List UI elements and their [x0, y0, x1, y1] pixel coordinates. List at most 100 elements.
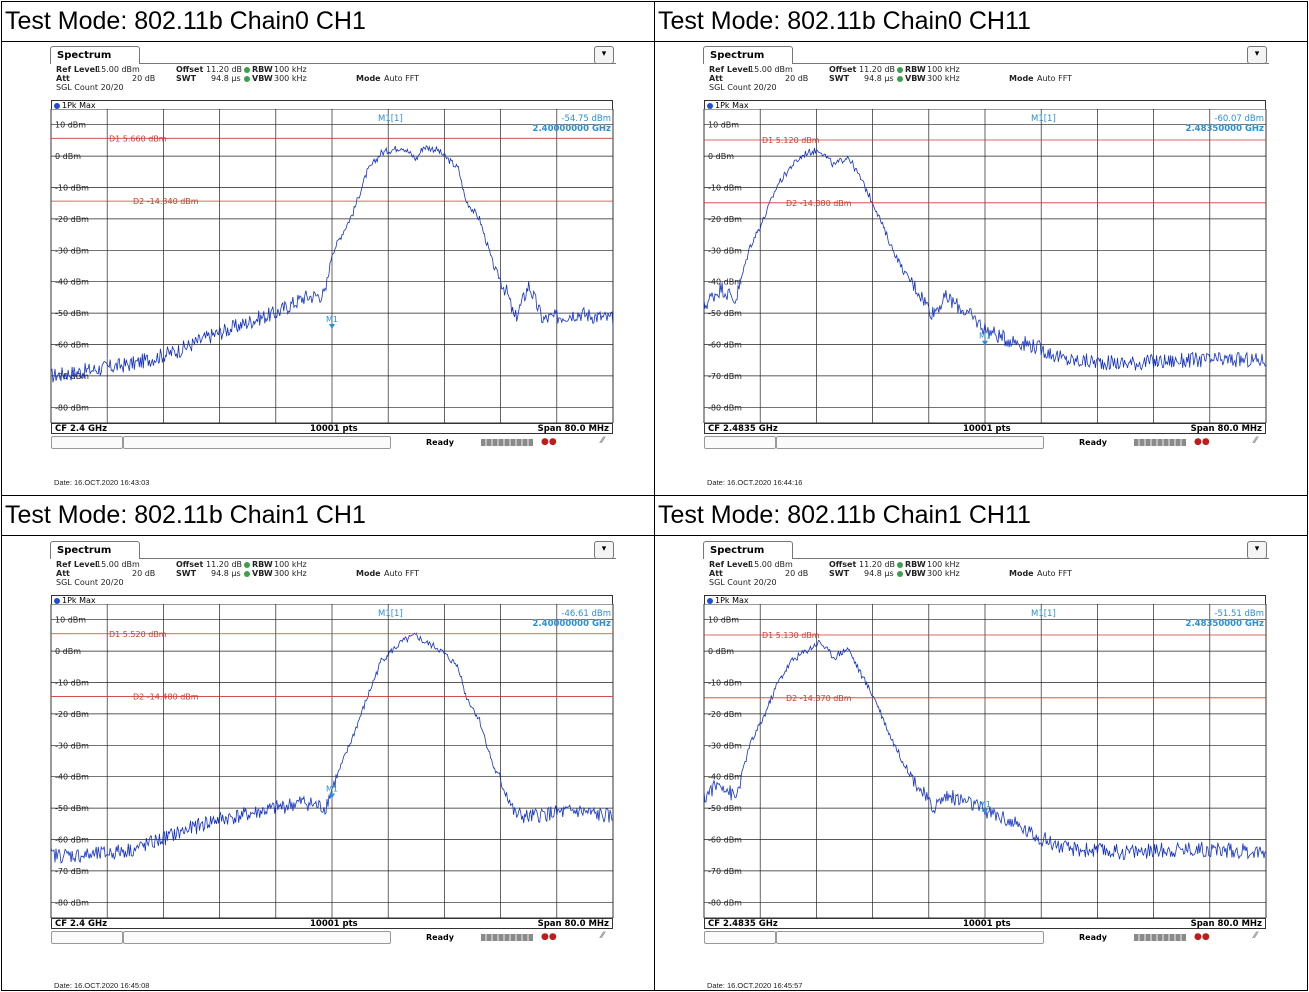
swt-value: 94.8 µs — [864, 74, 894, 83]
trace-header: 1Pk Max — [51, 595, 613, 605]
rbw-label: RBW — [252, 65, 273, 74]
offset-value: 11.20 dB — [859, 560, 896, 569]
ready-status: Ready — [426, 438, 454, 447]
tab-spectrum[interactable]: Spectrum — [703, 46, 793, 64]
status-field-2[interactable] — [776, 436, 1044, 449]
rs-logo-icon: ●● — [541, 437, 557, 447]
y-tick-label: -40 dBm — [55, 773, 89, 782]
tab-spectrum[interactable]: Spectrum — [50, 541, 140, 559]
status-bar: Ready ●● ⁄⁄ — [51, 931, 613, 945]
marker-label: M1 — [326, 315, 338, 324]
tab-divider — [140, 558, 616, 559]
resize-grip-icon[interactable]: ⁄⁄ — [1254, 931, 1258, 941]
swt-label: SWT — [829, 569, 850, 578]
status-field-1[interactable] — [704, 436, 776, 449]
test-mode-title: Test Mode: 802.11b Chain0 CH11 — [658, 7, 1031, 35]
y-tick-label: -20 dBm — [708, 710, 742, 719]
progress-bar — [481, 439, 533, 446]
progress-bar — [481, 934, 533, 941]
offset-label: Offset — [176, 65, 204, 74]
status-field-1[interactable] — [51, 931, 123, 944]
y-tick-label: -30 dBm — [708, 741, 742, 750]
trace-label: 1Pk Max — [62, 596, 96, 605]
resize-grip-icon[interactable]: ⁄⁄ — [601, 436, 605, 446]
trace-indicator-icon — [54, 597, 60, 604]
y-tick-label: -20 dBm — [708, 215, 742, 224]
display-line-label: D2 -14.480 dBm — [133, 693, 199, 702]
tab-spectrum[interactable]: Spectrum — [703, 541, 793, 559]
y-tick-label: -30 dBm — [55, 741, 89, 750]
trace-indicator-icon — [707, 102, 713, 109]
cell-title-bar — [2, 496, 654, 536]
att-label: Att — [709, 74, 723, 83]
tab-row: Spectrum ▾ — [701, 44, 1269, 64]
y-tick-label: 0 dBm — [55, 647, 81, 656]
spectrum-plot: 10 dBm 0 dBm -10 dBm -20 dBm -30 dBm -40 dBm -… — [50, 604, 614, 918]
status-field-1[interactable] — [51, 436, 123, 449]
status-field-2[interactable] — [123, 931, 391, 944]
status-field-2[interactable] — [123, 436, 391, 449]
coupled-indicator-icon — [897, 570, 903, 577]
trace-header: 1Pk Max — [704, 100, 1266, 110]
settings-icon[interactable]: ▾ — [1247, 541, 1267, 559]
status-field-1[interactable] — [704, 931, 776, 944]
marker-readout-frequency: 2.40000000 GHz — [533, 124, 612, 134]
resize-grip-icon[interactable]: ⁄⁄ — [1254, 436, 1258, 446]
trace-header: 1Pk Max — [51, 100, 613, 110]
marker-readout-level: -51.51 dBm — [1214, 609, 1264, 619]
swt-label: SWT — [176, 569, 197, 578]
sgl-count: SGL Count 20/20 — [709, 83, 777, 92]
vbw-value: 300 kHz — [274, 74, 307, 83]
att-value: 20 dB — [785, 569, 809, 578]
ref-level-label: Ref Level — [56, 560, 98, 569]
tab-divider — [140, 63, 616, 64]
rbw-value: 100 kHz — [927, 65, 960, 74]
ref-level-value: 15.00 dBm — [749, 560, 793, 569]
ref-level-value: 15.00 dBm — [96, 560, 140, 569]
capture-date: Date: 16.OCT.2020 16:45:57 — [707, 981, 803, 990]
ref-level-value: 15.00 dBm — [749, 65, 793, 74]
settings-icon[interactable]: ▾ — [594, 541, 614, 559]
mode-label: Mode — [1009, 569, 1034, 578]
spectrum-plot: 10 dBm 0 dBm -10 dBm -20 dBm -30 dBm -40 dBm -… — [703, 604, 1267, 918]
y-tick-label: -60 dBm — [708, 836, 742, 845]
test-mode-title: Test Mode: 802.11b Chain1 CH1 — [5, 501, 366, 529]
tab-spectrum[interactable]: Spectrum — [50, 46, 140, 64]
y-tick-label: -70 dBm — [55, 372, 89, 381]
y-tick-label: -60 dBm — [55, 836, 89, 845]
capture-date: Date: 16.OCT.2020 16:44:16 — [707, 478, 803, 487]
ready-status: Ready — [1079, 933, 1107, 942]
ref-level-label: Ref Level — [709, 560, 751, 569]
resize-grip-icon[interactable]: ⁄⁄ — [601, 931, 605, 941]
y-tick-label: -50 dBm — [708, 309, 742, 318]
tab-divider — [793, 558, 1269, 559]
att-value: 20 dB — [132, 569, 156, 578]
marker-readout-level: -54.75 dBm — [561, 114, 611, 124]
settings-icon[interactable]: ▾ — [1247, 46, 1267, 64]
center-frequency: CF 2.4835 GHz — [708, 919, 778, 929]
mode-label: Mode — [356, 74, 381, 83]
settings-icon[interactable]: ▾ — [594, 46, 614, 64]
ref-level-label: Ref Level — [709, 65, 751, 74]
y-tick-label: -50 dBm — [55, 804, 89, 813]
cell-title-bar — [655, 2, 1307, 42]
vbw-label: VBW — [905, 569, 926, 578]
span-value: Span 80.0 MHz — [537, 919, 609, 929]
offset-label: Offset — [829, 560, 857, 569]
y-tick-label: -40 dBm — [55, 278, 89, 287]
att-label: Att — [56, 74, 70, 83]
spectrum-screenshot: Spectrum ▾ Ref Level 15.00 dBm Offset 11… — [48, 539, 616, 990]
y-tick-label: -70 dBm — [708, 867, 742, 876]
offset-label: Offset — [176, 560, 204, 569]
y-tick-label: -70 dBm — [708, 372, 742, 381]
trace-header: 1Pk Max — [704, 595, 1266, 605]
coupled-indicator-icon — [244, 570, 250, 577]
y-tick-label: -20 dBm — [55, 215, 89, 224]
status-field-2[interactable] — [776, 931, 1044, 944]
result-cell: Test Mode: 802.11b Chain0 CH11 Spectrum … — [654, 1, 1308, 496]
marker-readout-frequency: 2.48350000 GHz — [1186, 619, 1265, 629]
y-tick-label: -80 dBm — [708, 403, 742, 412]
y-tick-label: -50 dBm — [55, 309, 89, 318]
spectrum-trace — [703, 639, 1267, 860]
